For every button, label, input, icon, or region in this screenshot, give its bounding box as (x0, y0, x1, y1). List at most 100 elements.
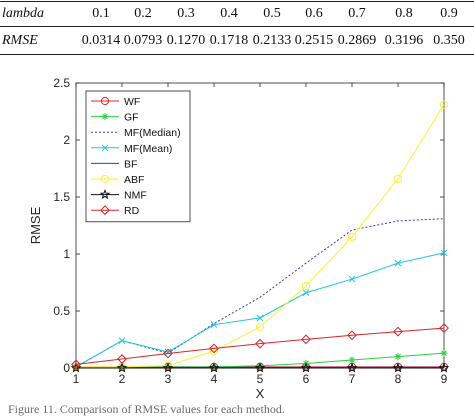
data-point (439, 323, 449, 334)
legend-label: NMF (124, 190, 147, 202)
data-point (210, 363, 218, 371)
y-tick-label: 2.5 (53, 76, 70, 90)
legend-marker (100, 96, 110, 106)
data-point (255, 338, 265, 349)
x-tick-label: 2 (119, 372, 126, 386)
data-point (394, 259, 402, 267)
data-point (301, 334, 311, 345)
legend-label: MF(Median) (124, 127, 181, 139)
data-point (300, 362, 312, 373)
data-point (440, 249, 448, 257)
y-tick-label: 0.5 (53, 304, 70, 318)
data-point (164, 363, 172, 371)
legend-marker (101, 144, 109, 152)
data-point (301, 281, 311, 291)
legend-label: GF (124, 112, 139, 124)
data-point (209, 343, 219, 354)
data-point (254, 362, 266, 373)
legend-marker (100, 174, 110, 184)
data-point (162, 362, 174, 373)
x-tick-label: 7 (349, 372, 356, 386)
table-cell: 0.0793 (123, 33, 163, 48)
series-line (75, 327, 445, 365)
x-tick-label: 3 (165, 372, 172, 386)
legend-marker (101, 113, 109, 121)
data-point (210, 321, 218, 329)
series-abf (71, 100, 449, 371)
data-point (208, 362, 220, 373)
series-nmf (70, 362, 450, 373)
legend-label: MF(Mean) (124, 143, 172, 155)
data-point (440, 349, 448, 357)
data-point (255, 322, 265, 332)
table-cell: 0.9 (440, 6, 458, 21)
legend-label: BF (124, 158, 137, 170)
data-point (256, 362, 264, 370)
data-point (302, 289, 310, 297)
x-tick-label: 9 (441, 372, 448, 386)
data-point (392, 362, 404, 373)
data-point (393, 174, 403, 183)
data-point (348, 356, 356, 364)
data-point (348, 275, 356, 283)
table-cell: 0.2133 (252, 33, 292, 48)
table-cell: 0.1718 (209, 33, 249, 48)
data-point (347, 232, 357, 241)
x-axis-label: X (256, 386, 265, 401)
series-line (76, 104, 445, 368)
data-point (209, 346, 219, 355)
x-tick-label: 8 (395, 372, 402, 386)
legend-box (85, 90, 191, 223)
table-cell: 0.4 (220, 6, 238, 21)
data-point (71, 359, 81, 370)
data-point (393, 326, 403, 337)
data-point (117, 354, 127, 364)
table-cell: 0.1270 (166, 33, 206, 48)
data-point (163, 348, 173, 359)
legend-label: WF (124, 96, 140, 108)
figure-caption: Figure 11. Comparison of RMSE values for… (8, 402, 285, 416)
table-cell: 0.3196 (384, 33, 424, 48)
data-point (439, 100, 449, 109)
table-cell: 0.2515 (294, 33, 334, 48)
data-point (438, 362, 450, 373)
series-rd (71, 323, 449, 370)
data-point (116, 362, 128, 373)
table-cell: 0.2 (134, 6, 152, 21)
table-bottom-rule (0, 54, 474, 55)
table-cell: 0.3 (177, 6, 195, 21)
x-tick-label: 6 (303, 372, 310, 386)
x-tick-label: 5 (257, 372, 264, 386)
data-point (118, 337, 126, 344)
table-cell: 0.8 (395, 6, 413, 21)
table-row-header: lambda (2, 6, 44, 21)
table-cell: 0.7 (348, 6, 366, 21)
legend-label: RD (124, 205, 140, 217)
legend-marker (100, 205, 110, 216)
legend-label: ABF (124, 174, 144, 186)
x-tick-label: 1 (73, 372, 80, 386)
y-axis-label: RMSE (28, 206, 43, 244)
y-tick-label: 1.5 (53, 190, 70, 204)
y-tick-label: 2 (63, 133, 70, 147)
y-tick-label: 0 (63, 361, 70, 375)
parameter-table: lambda 0.1 0.2 0.3 0.4 0.5 0.6 0.7 0.8 0.9 RMSE 0.0… (0, 0, 474, 58)
legend-marker (99, 189, 111, 200)
table-cell: 0.2869 (337, 33, 377, 48)
data-point (256, 314, 264, 322)
data-point (394, 353, 402, 361)
table-cell: 0.350 (433, 33, 465, 48)
table-mid-rule (0, 26, 474, 27)
table-cell: 0.1 (92, 6, 110, 21)
table-top-rule (0, 1, 474, 2)
legend: WF GF MF(Median) MF(Mean) BF ABF NMF RD (85, 90, 191, 223)
table-cell: 0.6 (305, 6, 323, 21)
data-point (346, 362, 358, 373)
x-tick-label: 4 (211, 372, 218, 386)
table-cell: 0.0314 (81, 33, 121, 48)
data-point (70, 362, 82, 373)
table-row-header: RMSE (2, 33, 38, 48)
table-cell: 0.5 (263, 6, 281, 21)
data-point (347, 330, 357, 341)
